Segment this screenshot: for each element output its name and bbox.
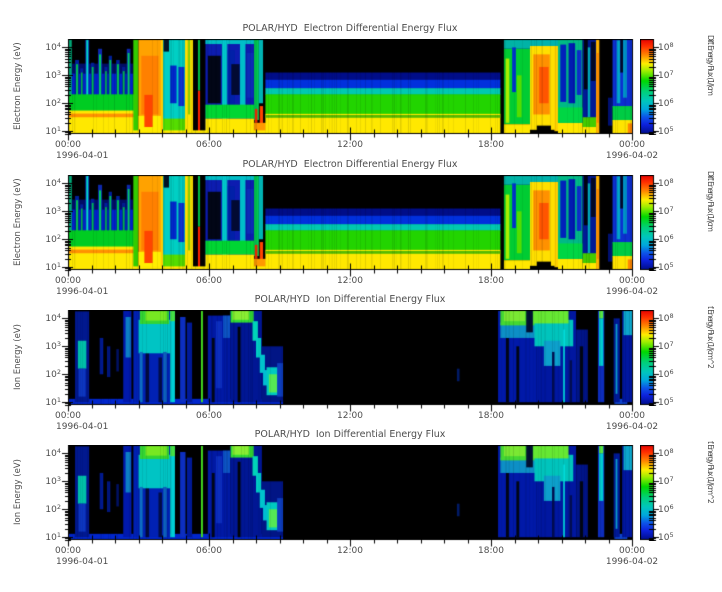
tick-exponent: 7 [669, 340, 674, 349]
x-tick-label: 18:00 [478, 140, 504, 150]
tick-base: 10 [658, 505, 670, 516]
tick-exponent: 7 [669, 69, 674, 78]
colorbar-canvas [640, 39, 666, 135]
x-tick-label: 00:00 [55, 411, 81, 421]
tick-exponent: 8 [669, 41, 674, 50]
x-tick-label: 06:00 [196, 411, 222, 421]
tick-exponent: 6 [669, 233, 674, 242]
tick-base: 10 [658, 99, 670, 110]
x-tick-label: 18:00 [478, 276, 504, 286]
x-tick-label: 00:00 [55, 546, 81, 556]
colorbar-tick-label: 108 [658, 312, 688, 324]
date-label-end: 1996-04-02 [605, 151, 659, 161]
tick-base: 10 [658, 370, 670, 381]
x-tick-label: 06:00 [196, 276, 222, 286]
tick-base: 10 [658, 179, 670, 190]
colorbar-unit-label: f. Energy Flux (1/(cm^2 [706, 441, 715, 503]
x-tick-label: 12:00 [337, 276, 363, 286]
tick-exponent: 5 [669, 531, 674, 540]
x-tick-label: 06:00 [196, 140, 222, 150]
x-tick-label: 00:00 [55, 140, 81, 150]
colorbar-tick-label: 106 [658, 368, 688, 380]
tick-exponent: 6 [669, 97, 674, 106]
y-axis-label: Electron Energy (eV) [13, 42, 23, 131]
x-tick-label: 18:00 [478, 546, 504, 556]
tick-base: 10 [658, 71, 670, 82]
tick-base: 10 [658, 477, 670, 488]
tick-base: 10 [658, 127, 670, 138]
tick-base: 10 [658, 342, 670, 353]
date-label-start: 1996-04-01 [56, 287, 109, 297]
tick-base: 10 [658, 398, 670, 409]
colorbar-unit-label: Diff. Energy Flux (1/(cm [706, 171, 715, 231]
x-tick-label: 00:00 [55, 276, 81, 286]
colorbar-tick-label: 105 [658, 531, 688, 543]
tick-base: 10 [658, 263, 670, 274]
colorbar-tick-label: 107 [658, 205, 688, 217]
tick-exponent: 5 [669, 125, 674, 134]
date-label-end: 1996-04-02 [605, 287, 659, 297]
tick-exponent: 5 [669, 261, 674, 270]
y-axis-label: Ion Energy (eV) [13, 459, 23, 526]
colorbar-tick-label: 106 [658, 233, 688, 245]
x-tick-label: 12:00 [337, 411, 363, 421]
colorbar-canvas [640, 175, 666, 271]
spectrogram-canvas [50, 445, 640, 549]
x-tick-label: 06:00 [196, 546, 222, 556]
panel-title: POLAR/HYD Electron Differential Energy F… [242, 159, 458, 170]
tick-base: 10 [658, 314, 670, 325]
colorbar-unit-label: f. Energy Flux (1/(cm^2 [706, 306, 715, 368]
colorbar-canvas [640, 310, 666, 406]
spectrogram-canvas [50, 310, 640, 414]
tick-exponent: 8 [669, 447, 674, 456]
colorbar-unit-label: Diff. Energy Flux (1/(cm [706, 35, 715, 95]
colorbar-tick-label: 108 [658, 177, 688, 189]
tick-exponent: 8 [669, 312, 674, 321]
y-axis-label: Ion Energy (eV) [13, 324, 23, 391]
colorbar-tick-label: 107 [658, 340, 688, 352]
tick-exponent: 7 [669, 205, 674, 214]
date-label-start: 1996-04-01 [56, 422, 109, 432]
tick-exponent: 6 [669, 503, 674, 512]
panel-title: POLAR/HYD Ion Differential Energy Flux [254, 294, 446, 305]
panel-title: POLAR/HYD Ion Differential Energy Flux [254, 429, 446, 440]
colorbar-canvas [640, 445, 666, 541]
x-tick-label: 00:00 [619, 546, 645, 556]
date-label-start: 1996-04-01 [56, 151, 109, 161]
tick-exponent: 5 [669, 396, 674, 405]
x-tick-label: 00:00 [619, 140, 645, 150]
tick-base: 10 [658, 207, 670, 218]
date-label-end: 1996-04-02 [605, 422, 659, 432]
tick-base: 10 [658, 43, 670, 54]
colorbar-tick-label: 105 [658, 125, 688, 137]
colorbar-tick-label: 108 [658, 447, 688, 459]
x-tick-label: 12:00 [337, 546, 363, 556]
x-tick-label: 00:00 [619, 411, 645, 421]
colorbar-tick-label: 107 [658, 475, 688, 487]
colorbar-tick-label: 107 [658, 69, 688, 81]
spectrogram-canvas [50, 175, 640, 279]
x-tick-label: 18:00 [478, 411, 504, 421]
colorbar-tick-label: 105 [658, 261, 688, 273]
spectrogram-canvas [50, 39, 640, 143]
tick-base: 10 [658, 235, 670, 246]
panel-title: POLAR/HYD Electron Differential Energy F… [242, 23, 458, 34]
x-tick-label: 00:00 [619, 276, 645, 286]
colorbar-tick-label: 106 [658, 97, 688, 109]
date-label-end: 1996-04-02 [605, 557, 659, 567]
tick-base: 10 [658, 449, 670, 460]
colorbar-tick-label: 106 [658, 503, 688, 515]
tick-exponent: 8 [669, 177, 674, 186]
tick-exponent: 7 [669, 475, 674, 484]
colorbar-tick-label: 108 [658, 41, 688, 53]
tick-base: 10 [658, 533, 670, 544]
date-label-start: 1996-04-01 [56, 557, 109, 567]
colorbar-tick-label: 105 [658, 396, 688, 408]
x-tick-label: 12:00 [337, 140, 363, 150]
tick-exponent: 6 [669, 368, 674, 377]
y-axis-label: Electron Energy (eV) [13, 178, 23, 267]
